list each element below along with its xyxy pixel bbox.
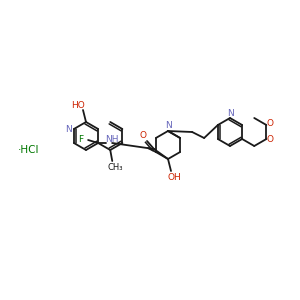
Text: HO: HO — [71, 100, 85, 109]
Text: F: F — [79, 134, 84, 143]
Text: O: O — [267, 119, 274, 128]
Text: O: O — [267, 136, 274, 145]
Text: O: O — [140, 131, 146, 140]
Text: OH: OH — [167, 172, 181, 182]
Text: N: N — [65, 124, 72, 134]
Text: CH₃: CH₃ — [107, 163, 123, 172]
Text: ·HCl: ·HCl — [18, 145, 40, 155]
Text: N: N — [226, 109, 233, 118]
Text: N: N — [165, 122, 171, 130]
Text: NH: NH — [105, 134, 119, 143]
